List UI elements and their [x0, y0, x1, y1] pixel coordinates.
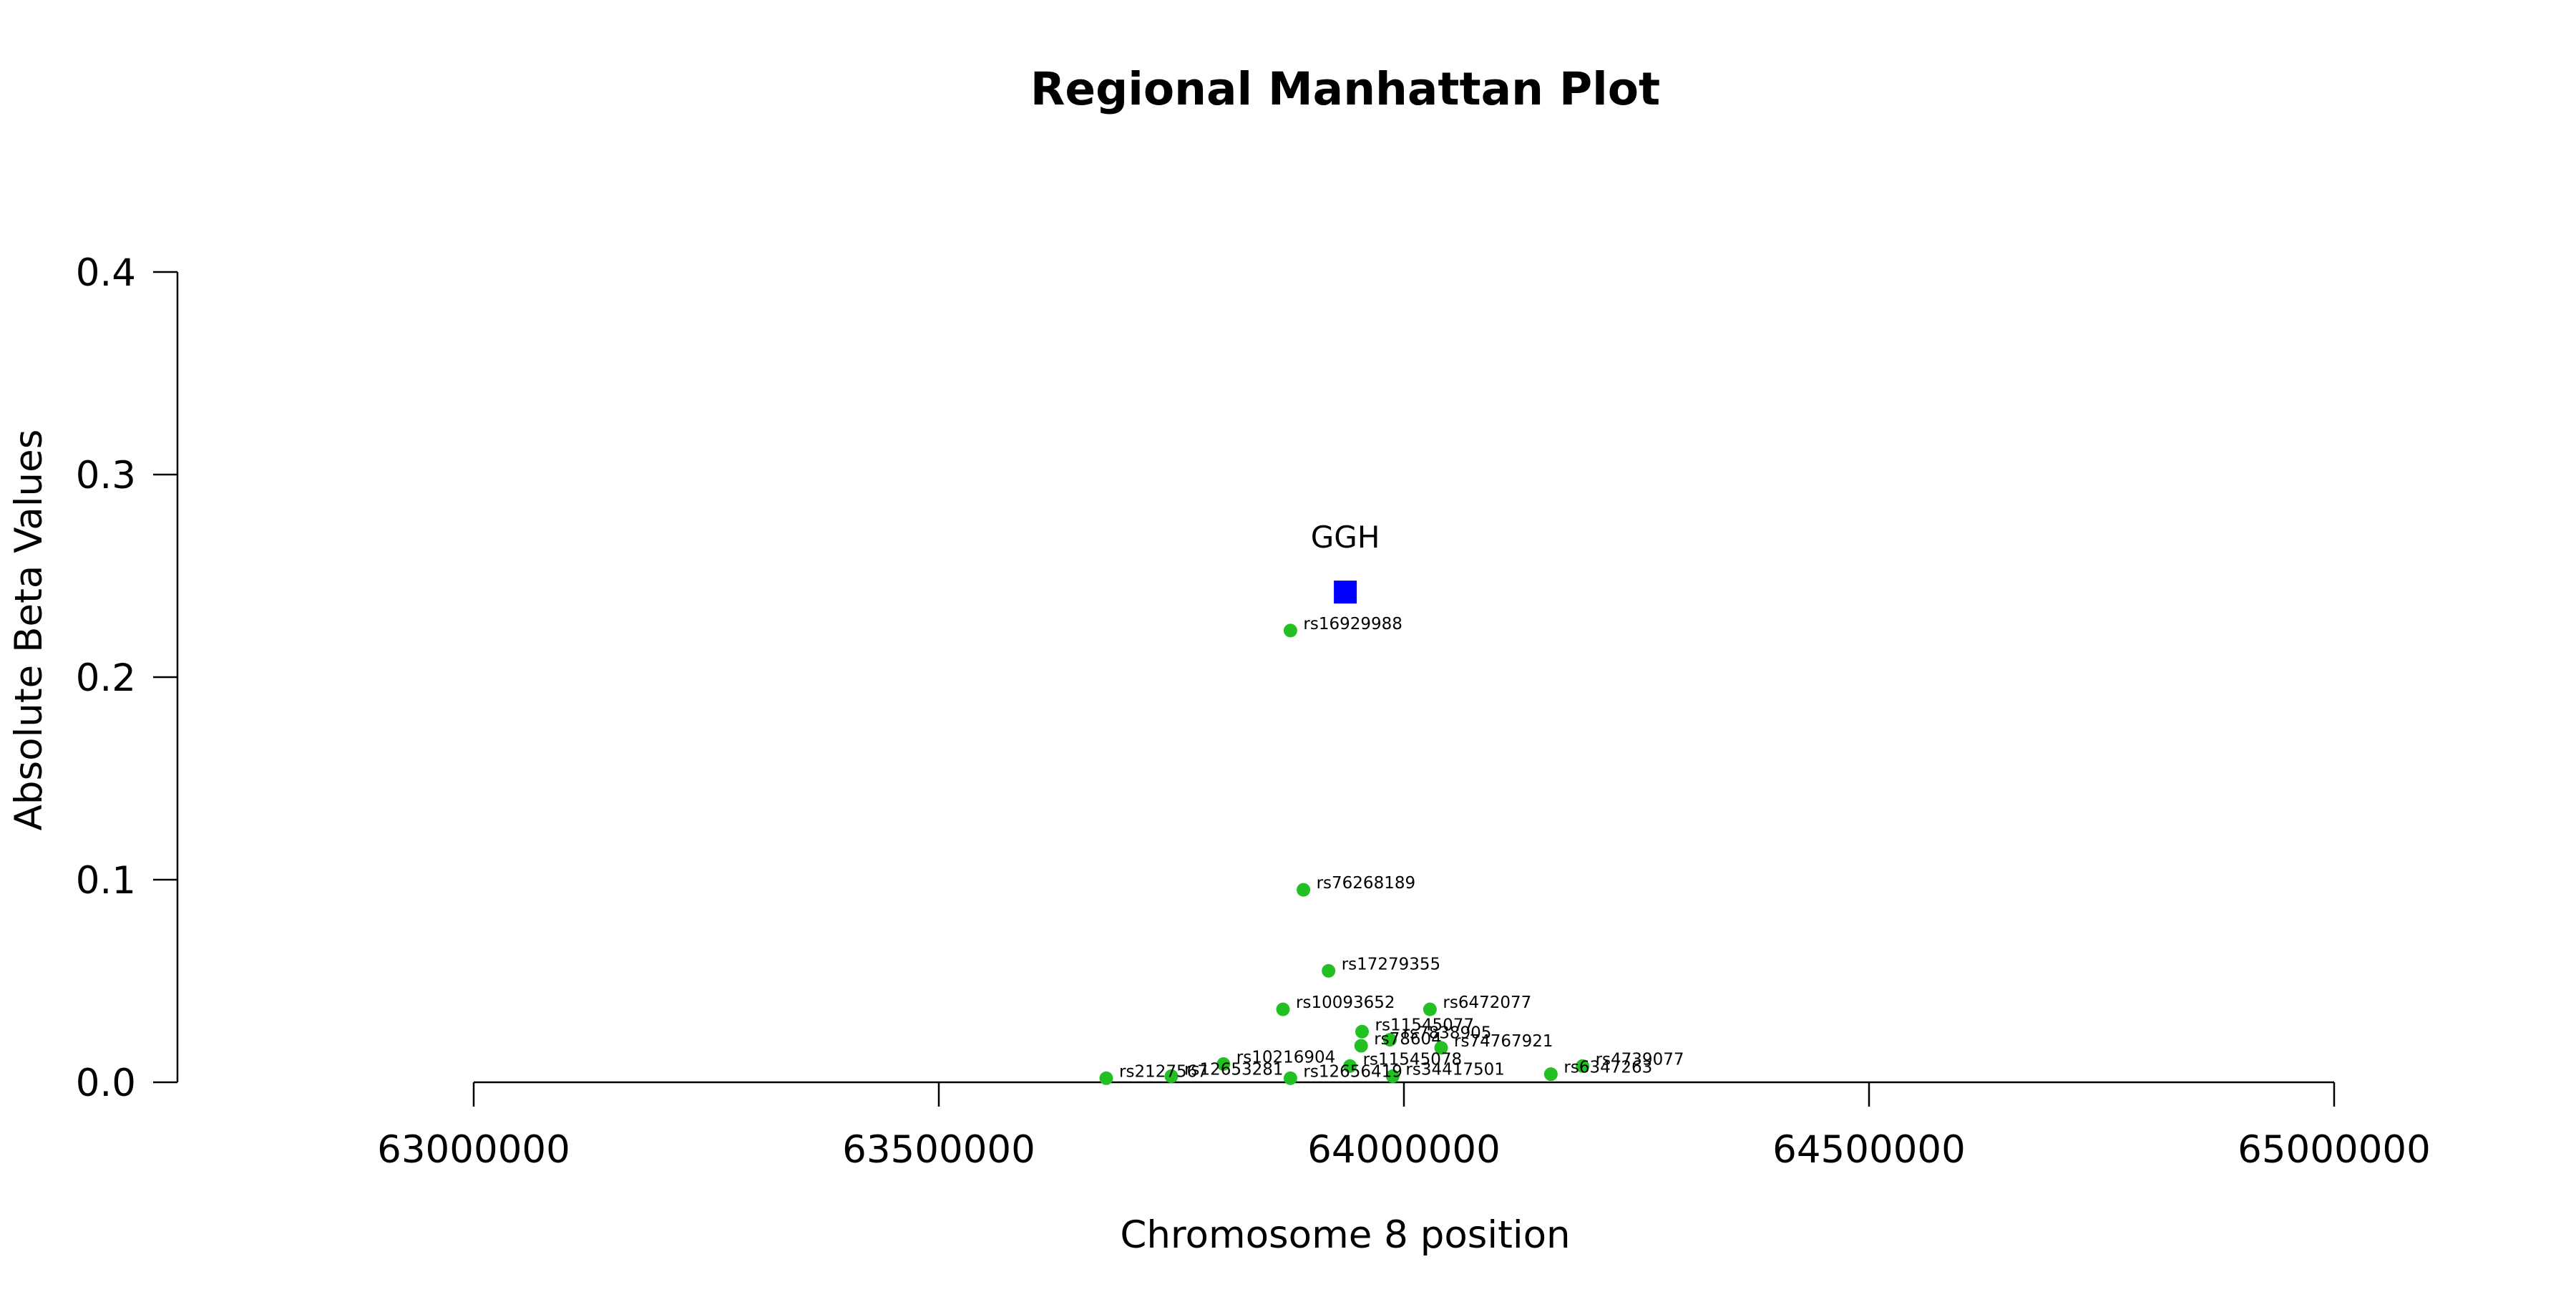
- snp-label: rs78604: [1374, 1030, 1442, 1049]
- gene-marker: [1334, 581, 1357, 604]
- snp-point: [1276, 1002, 1290, 1016]
- snp-label: rs6472077: [1443, 994, 1531, 1012]
- snp-label: rs4739077: [1596, 1050, 1684, 1069]
- snp-point: [1343, 1059, 1357, 1073]
- gene-label: GGH: [1311, 520, 1380, 555]
- snp-point: [1322, 963, 1336, 978]
- snp-label: rs11545077: [1375, 1016, 1475, 1034]
- snp-point: [1543, 1067, 1558, 1082]
- snp-point: [1355, 1024, 1369, 1039]
- x-tick-label: 63500000: [842, 1128, 1035, 1172]
- snp-point: [1434, 1041, 1448, 1055]
- snp-point: [1283, 623, 1297, 638]
- snp-label: rs34417501: [1405, 1061, 1505, 1079]
- x-axis-label: Chromosome 8 position: [1120, 1213, 1570, 1257]
- snp-label: rs6347263: [1563, 1059, 1652, 1077]
- snp-label: rs2127567: [1119, 1062, 1208, 1081]
- x-tick-label: 65000000: [2238, 1128, 2431, 1172]
- y-axis-ticks: 0.0 0.1 0.2 0.3 0.4: [76, 251, 177, 1105]
- y-tick-label: 0.3: [76, 454, 136, 497]
- snp-label: rs11545078: [1363, 1050, 1463, 1069]
- x-axis-ticks: 63000000 63500000 64000000 64500000 65000000: [377, 1082, 2431, 1172]
- x-tick-label: 64000000: [1307, 1128, 1501, 1172]
- snp-label: rs7838905: [1403, 1024, 1492, 1043]
- snp-point: [1423, 1002, 1437, 1016]
- y-tick-label: 0.2: [76, 656, 136, 700]
- snp-point: [1099, 1071, 1113, 1085]
- snp-label: rs12656419: [1303, 1062, 1402, 1081]
- snp-point: [1283, 1071, 1297, 1085]
- y-tick-label: 0.4: [76, 251, 136, 295]
- snp-label: rs17279355: [1342, 955, 1441, 973]
- snp-point: [1297, 883, 1311, 897]
- snp-label: rs74767921: [1454, 1032, 1553, 1051]
- gene-layer: GGH: [1311, 520, 1380, 604]
- snp-point: [1216, 1057, 1231, 1072]
- snp-label: rs16929988: [1303, 615, 1402, 633]
- y-tick-label: 0.0: [76, 1062, 136, 1105]
- snp-point: [1383, 1033, 1397, 1047]
- snp-label: rs10216904: [1236, 1049, 1336, 1067]
- chart-title: Regional Manhattan Plot: [1030, 63, 1660, 115]
- snp-label: rs12653281: [1184, 1061, 1284, 1079]
- snp-point: [1164, 1069, 1179, 1084]
- snp-label: rs10093652: [1296, 994, 1395, 1012]
- x-tick-label: 64500000: [1772, 1128, 1966, 1172]
- snp-points: rs16929988 rs76268189 rs17279355 rs10093652…: [1099, 615, 1684, 1085]
- snp-label: rs76268189: [1317, 874, 1416, 893]
- y-tick-label: 0.1: [76, 859, 136, 903]
- snp-point: [1385, 1069, 1400, 1084]
- x-tick-label: 63000000: [377, 1128, 570, 1172]
- snp-point: [1354, 1039, 1368, 1053]
- y-axis-label: Absolute Beta Values: [7, 429, 51, 831]
- snp-point: [1576, 1059, 1590, 1073]
